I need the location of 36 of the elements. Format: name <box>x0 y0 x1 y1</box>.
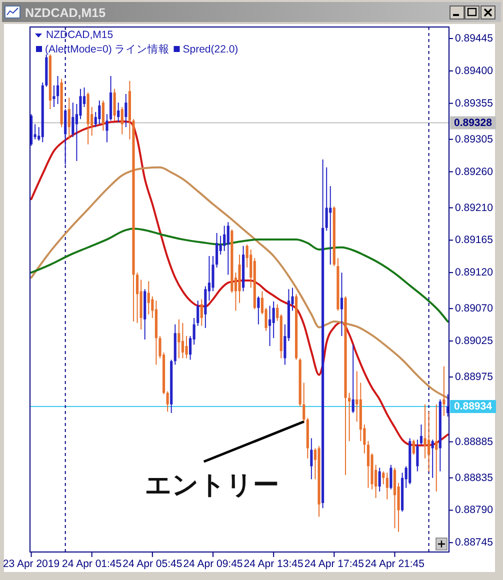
y-tick-label: 0.88790 <box>455 504 494 516</box>
y-tick-label: 0.89305 <box>455 133 494 146</box>
y-tick-label: 0.89025 <box>455 334 494 347</box>
x-tick-label: 24 Apr 05:45 <box>122 558 182 570</box>
line-series <box>30 228 449 323</box>
chart-subtitle: NZDCAD,M15 <box>46 29 114 41</box>
annotation: エントリー <box>144 470 279 500</box>
y-tick-label: 0.89165 <box>455 234 494 246</box>
annotation: (AlertMode=0) ライン情報 <box>45 42 170 56</box>
y-tick-label: 0.89355 <box>455 97 494 110</box>
y-tick-label: 0.89400 <box>455 64 494 77</box>
line-series <box>30 166 449 399</box>
x-tick-label: 24 Apr 21:45 <box>364 558 425 570</box>
x-tick-label: 23 Apr 2019 <box>2 558 60 570</box>
x-tick-label: 24 Apr 01:45 <box>62 558 122 570</box>
x-tick-label: 24 Apr 17:45 <box>304 558 364 570</box>
y-tick-label: 0.88975 <box>455 371 494 383</box>
candlestick <box>435 404 438 492</box>
x-tick-label: 24 Apr 13:45 <box>244 558 304 570</box>
y-tick-label: 0.88835 <box>455 472 494 484</box>
annotation: Spred(22.0) <box>182 44 238 56</box>
y-tick-label: 0.89260 <box>455 166 494 178</box>
y-tick-label: 0.89120 <box>455 266 494 279</box>
candlestick <box>348 392 351 442</box>
line-series <box>30 120 449 446</box>
candlestick <box>52 85 56 107</box>
ref-line-label: 0.89328 <box>454 116 492 129</box>
ref-line-label: 0.88934 <box>454 400 492 413</box>
y-tick-label: 0.89445 <box>455 32 494 45</box>
y-tick-label: 0.88745 <box>455 536 494 549</box>
chart-title: NZDCAD,M15 <box>25 6 106 20</box>
x-tick-label: 24 Apr 09:45 <box>183 558 243 570</box>
y-tick-label: 0.89210 <box>455 202 494 214</box>
y-tick-label: 0.88885 <box>455 436 494 448</box>
candlestick <box>442 366 446 416</box>
y-tick-label: 0.89070 <box>455 302 494 315</box>
